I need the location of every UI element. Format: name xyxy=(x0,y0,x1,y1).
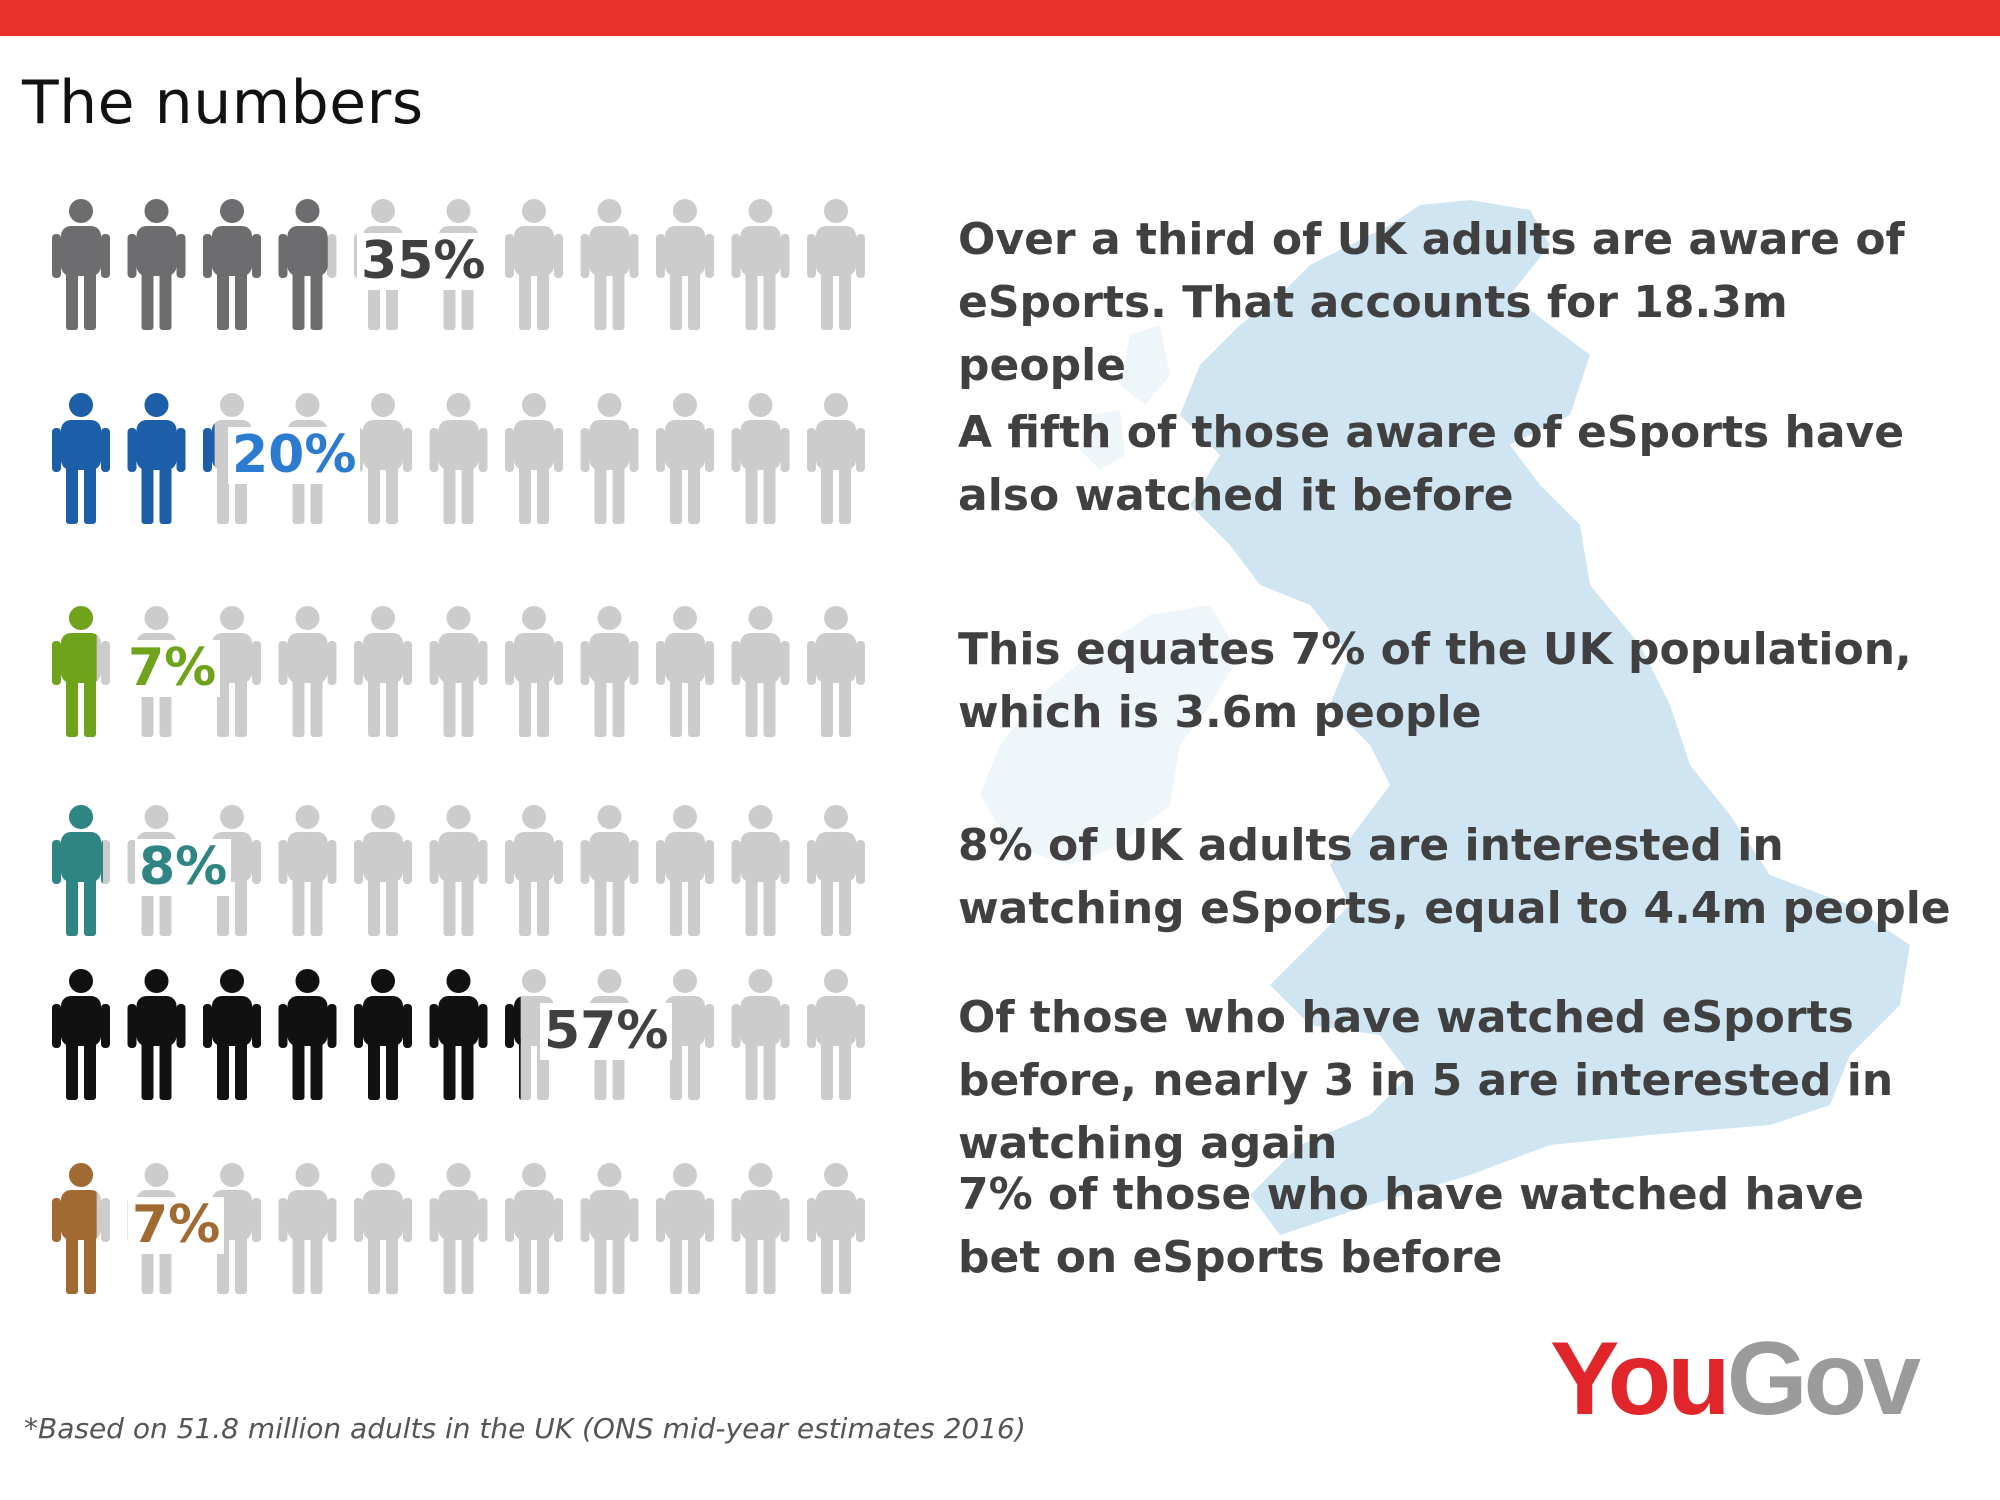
person-icon xyxy=(429,393,488,524)
person-icon xyxy=(580,805,639,936)
person-icon xyxy=(580,199,639,330)
icon-svg xyxy=(52,1163,865,1294)
person-icon xyxy=(656,805,714,936)
logo-you-text: You xyxy=(1550,1321,1731,1437)
person-icon xyxy=(656,606,714,737)
person-icon xyxy=(505,1163,563,1294)
person-icon xyxy=(429,606,488,737)
percentage-label: 7% xyxy=(128,1196,225,1255)
person-icon xyxy=(354,393,412,524)
person-icon xyxy=(354,606,412,737)
footnote: *Based on 51.8 million adults in the UK … xyxy=(24,1412,1026,1445)
person-icon xyxy=(429,805,488,936)
icon-strip xyxy=(52,392,882,526)
person-icon xyxy=(731,805,790,936)
person-icon xyxy=(731,606,790,737)
person-icon xyxy=(354,805,412,936)
person-icon xyxy=(505,606,563,737)
person-icon xyxy=(127,199,186,330)
person-icon xyxy=(656,199,714,330)
statement-text: Over a third of UK adults are aware of e… xyxy=(958,214,1905,391)
person-icon xyxy=(52,969,110,1100)
statement-text: A fifth of those aware of eSports have a… xyxy=(958,407,1905,521)
person-icon xyxy=(278,969,337,1100)
person-icon xyxy=(278,1163,337,1294)
icon-svg xyxy=(52,393,865,524)
percentage-label: 35% xyxy=(357,232,490,291)
person-icon xyxy=(807,969,865,1100)
person-icon xyxy=(580,1163,639,1294)
person-icon xyxy=(656,1163,714,1294)
percentage-label: 20% xyxy=(228,426,361,485)
person-icon xyxy=(429,969,488,1100)
great-britain-shape xyxy=(1180,200,1910,1235)
icon-strip xyxy=(52,198,882,332)
logo-gov-text: Gov xyxy=(1726,1321,1921,1437)
person-icon xyxy=(203,199,261,330)
person-icon xyxy=(127,393,186,524)
person-icon xyxy=(807,805,865,936)
person-icon xyxy=(505,199,563,330)
person-icon xyxy=(731,393,790,524)
person-icon xyxy=(580,606,639,737)
person-icon xyxy=(807,606,865,737)
statement-text: Of those who have watched eSports before… xyxy=(958,992,1894,1169)
statement-text: This equates 7% of the UK population, wh… xyxy=(958,624,1912,738)
person-icon xyxy=(52,606,110,737)
person-icon xyxy=(807,393,865,524)
person-icon xyxy=(278,805,337,936)
percentage-label: 8% xyxy=(135,838,232,897)
uk-map-background xyxy=(980,200,1910,1235)
person-icon xyxy=(731,199,790,330)
person-icon xyxy=(52,393,110,524)
person-icon xyxy=(505,805,563,936)
icon-svg xyxy=(52,606,865,737)
yougov-logo: YouGov xyxy=(1550,1320,1921,1439)
page-title: The numbers xyxy=(22,68,424,138)
person-icon xyxy=(354,969,412,1100)
person-icon xyxy=(731,969,790,1100)
person-icon xyxy=(505,393,563,524)
person-icon xyxy=(429,1163,488,1294)
scotland-islands xyxy=(1080,325,1170,470)
person-icon xyxy=(807,199,865,330)
person-icon xyxy=(580,393,639,524)
icon-strip xyxy=(52,605,882,739)
statement-text: 7% of those who have watched have bet on… xyxy=(958,1169,1864,1283)
person-icon xyxy=(278,606,337,737)
icon-svg xyxy=(52,199,865,330)
icon-strip xyxy=(52,968,882,1102)
top-accent-bar xyxy=(0,0,2000,36)
icon-strip xyxy=(52,1162,882,1296)
percentage-label: 7% xyxy=(124,639,221,698)
person-icon xyxy=(354,1163,412,1294)
icon-svg xyxy=(52,969,865,1100)
person-icon xyxy=(278,199,337,330)
person-icon xyxy=(807,1163,865,1294)
person-icon xyxy=(52,805,110,936)
person-icon xyxy=(52,1163,110,1294)
person-icon xyxy=(52,199,110,330)
person-icon xyxy=(731,1163,790,1294)
person-icon xyxy=(127,969,186,1100)
percentage-label: 57% xyxy=(540,1002,673,1061)
statement-text: 8% of UK adults are interested in watchi… xyxy=(958,820,1951,934)
ireland-shape xyxy=(980,605,1240,865)
person-icon xyxy=(203,969,261,1100)
person-icon xyxy=(656,393,714,524)
